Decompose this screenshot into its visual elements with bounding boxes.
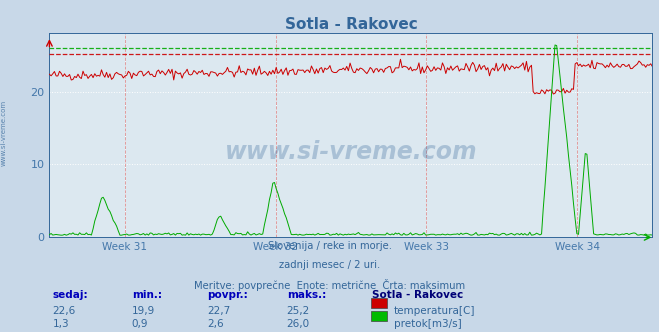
Text: 26,0: 26,0 bbox=[287, 319, 310, 329]
Text: pretok[m3/s]: pretok[m3/s] bbox=[394, 319, 462, 329]
Text: sedaj:: sedaj: bbox=[53, 290, 88, 300]
Text: 2,6: 2,6 bbox=[208, 319, 224, 329]
Text: Slovenija / reke in morje.: Slovenija / reke in morje. bbox=[268, 241, 391, 251]
Text: 22,7: 22,7 bbox=[208, 306, 231, 316]
Text: 22,6: 22,6 bbox=[53, 306, 76, 316]
Text: maks.:: maks.: bbox=[287, 290, 326, 300]
Title: Sotla - Rakovec: Sotla - Rakovec bbox=[285, 17, 417, 32]
Text: 19,9: 19,9 bbox=[132, 306, 155, 316]
Text: zadnji mesec / 2 uri.: zadnji mesec / 2 uri. bbox=[279, 260, 380, 270]
Text: temperatura[C]: temperatura[C] bbox=[394, 306, 476, 316]
Text: www.si-vreme.com: www.si-vreme.com bbox=[225, 140, 477, 164]
Text: povpr.:: povpr.: bbox=[208, 290, 248, 300]
Text: Sotla - Rakovec: Sotla - Rakovec bbox=[372, 290, 463, 300]
Text: 25,2: 25,2 bbox=[287, 306, 310, 316]
Text: Meritve: povprečne  Enote: metrične  Črta: maksimum: Meritve: povprečne Enote: metrične Črta:… bbox=[194, 279, 465, 291]
Text: 1,3: 1,3 bbox=[53, 319, 69, 329]
Text: www.si-vreme.com: www.si-vreme.com bbox=[0, 100, 7, 166]
Text: 0,9: 0,9 bbox=[132, 319, 148, 329]
Text: min.:: min.: bbox=[132, 290, 162, 300]
